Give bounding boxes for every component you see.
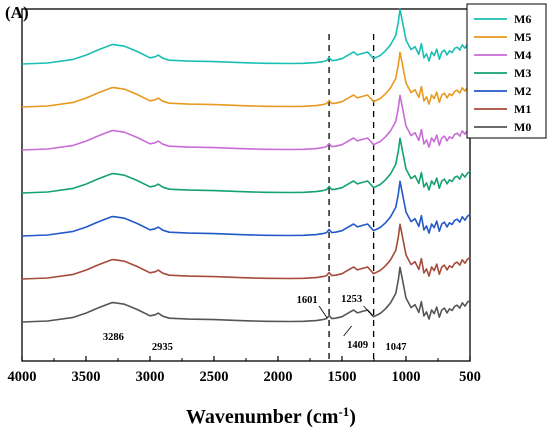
peak-label: 3286 — [103, 332, 124, 343]
panel-label: (A) — [5, 3, 29, 22]
legend-label: M0 — [514, 120, 531, 134]
spectra — [21, 8, 471, 323]
series-line-m1 — [21, 223, 471, 280]
legend-frame — [466, 3, 547, 139]
series-line-m4 — [21, 94, 471, 151]
series-line-m5 — [21, 51, 471, 108]
x-tick-label: 2000 — [264, 369, 293, 385]
legend-label: M2 — [514, 84, 531, 98]
peak-label: 1253 — [341, 294, 362, 305]
series-line-m6 — [21, 8, 471, 65]
x-axis-title: Wavenumber (cm-1) — [186, 404, 356, 428]
legend-label: M3 — [514, 66, 531, 80]
legend-label: M5 — [514, 30, 531, 44]
peak-label: 1047 — [385, 342, 406, 353]
plot-frame — [21, 8, 471, 362]
x-tick-label: 4000 — [8, 369, 37, 385]
series-line-m0 — [21, 266, 471, 323]
x-axis: 4000 3500 3000 2500 2000 1500 1000 500 — [8, 356, 481, 385]
peak-leader-line — [343, 325, 352, 337]
x-tick-label: 3000 — [136, 369, 165, 385]
x-tick-label: 2500 — [200, 369, 229, 385]
x-tick-label: 1500 — [328, 369, 357, 385]
peak-leader-line — [318, 305, 328, 319]
peak-label: 1601 — [297, 295, 318, 306]
legend-label: M1 — [514, 102, 531, 116]
peak-label: 2935 — [152, 342, 173, 353]
x-tick-label: 500 — [459, 369, 481, 385]
peak-label: 1409 — [347, 340, 368, 351]
legend: M6 M5 M4 M3 M2 M1 M0 — [466, 3, 547, 139]
series-line-m3 — [21, 137, 471, 194]
peak-annotations: 3286 2935 1601 1253 1409 1047 — [103, 294, 407, 353]
legend-label: M4 — [514, 48, 531, 62]
x-axis-title-close: ) — [349, 406, 356, 428]
series-line-m2 — [21, 180, 471, 237]
x-tick-label: 1000 — [392, 369, 421, 385]
peak-leader-line — [363, 305, 373, 317]
x-tick-label: 3500 — [72, 369, 101, 385]
x-axis-title-superscript: -1 — [338, 404, 349, 419]
legend-label: M6 — [514, 12, 531, 26]
x-axis-title-main: Wavenumber (cm — [186, 406, 339, 428]
